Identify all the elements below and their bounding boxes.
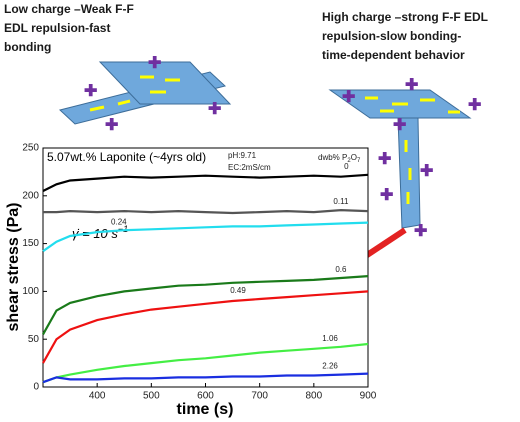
ph-label: pH:9.71 — [228, 151, 257, 160]
annotation: EDL repulsion-fast — [4, 21, 110, 35]
annotation: bonding — [4, 40, 51, 54]
series-line — [43, 208, 369, 215]
legend-title-part: 2 — [347, 158, 351, 164]
svg-text:✚: ✚ — [468, 97, 481, 114]
series-label: 0.24 — [111, 217, 127, 226]
series-line — [42, 173, 369, 192]
series-label: 1.06 — [322, 334, 338, 343]
annotation: time-dependent behavior — [322, 48, 465, 62]
svg-text:✚: ✚ — [405, 77, 418, 94]
series-label: 0.11 — [333, 197, 349, 206]
series-label: 0 — [344, 162, 349, 171]
svg-text:✚: ✚ — [84, 83, 97, 100]
x-tick-label: 900 — [360, 391, 377, 402]
svg-text:✚: ✚ — [380, 187, 393, 204]
legend-title-part: 7 — [357, 158, 361, 164]
series-label: 0.6 — [335, 265, 347, 274]
y-tick-label: 100 — [22, 286, 39, 297]
high-charge-platelets: ✚✚✚✚ ✚✚✚✚ — [328, 77, 481, 240]
y-tick-label: 250 — [22, 143, 39, 154]
series-line — [42, 290, 369, 364]
series-line — [42, 275, 369, 335]
legend-title: dwb% P2O7 — [318, 153, 361, 163]
x-tick-label: 500 — [143, 391, 160, 402]
series-line — [42, 221, 369, 253]
shear-rate-text: γ̇ = 10 s — [72, 226, 118, 241]
ec-label: EC:2mS/cm — [228, 163, 271, 172]
series-label: 2.26 — [322, 362, 338, 371]
svg-text:✚: ✚ — [393, 117, 406, 134]
svg-text:✚: ✚ — [342, 89, 355, 106]
legend-title-part: dwb% P — [318, 153, 347, 162]
svg-text:✚: ✚ — [105, 117, 118, 134]
annotation: repulsion-slow bonding- — [322, 29, 461, 43]
svg-text:✚: ✚ — [420, 163, 433, 180]
x-tick-label: 700 — [251, 391, 268, 402]
annotation: High charge –strong F-F EDL — [322, 10, 488, 24]
y-tick-label: 200 — [22, 190, 39, 201]
series-label: 0.49 — [230, 286, 246, 295]
svg-text:✚: ✚ — [208, 101, 221, 118]
x-axis-label: time (s) — [177, 401, 234, 418]
y-tick-label: 150 — [22, 238, 39, 249]
sample-label: 5.07wt.% Laponite (~4yrs old) — [47, 150, 206, 164]
y-axis-label: shear stress (Pa) — [5, 203, 22, 332]
legend-title-part: O — [351, 153, 357, 162]
svg-text:✚: ✚ — [378, 151, 391, 168]
series-line — [42, 372, 369, 384]
x-tick-label: 800 — [305, 391, 322, 402]
svg-text:✚: ✚ — [414, 223, 427, 240]
y-tick-label: 0 — [33, 382, 39, 393]
series-line — [42, 342, 369, 384]
svg-text:✚: ✚ — [148, 55, 161, 72]
plot-frame — [42, 147, 369, 388]
x-tick-label: 600 — [197, 391, 214, 402]
low-charge-platelets: ✚ ✚ ✚ ✚ — [58, 55, 232, 134]
annotation: Low charge –Weak F-F — [4, 2, 134, 16]
x-tick-label: 400 — [89, 391, 106, 402]
y-tick-label: 50 — [28, 334, 40, 345]
